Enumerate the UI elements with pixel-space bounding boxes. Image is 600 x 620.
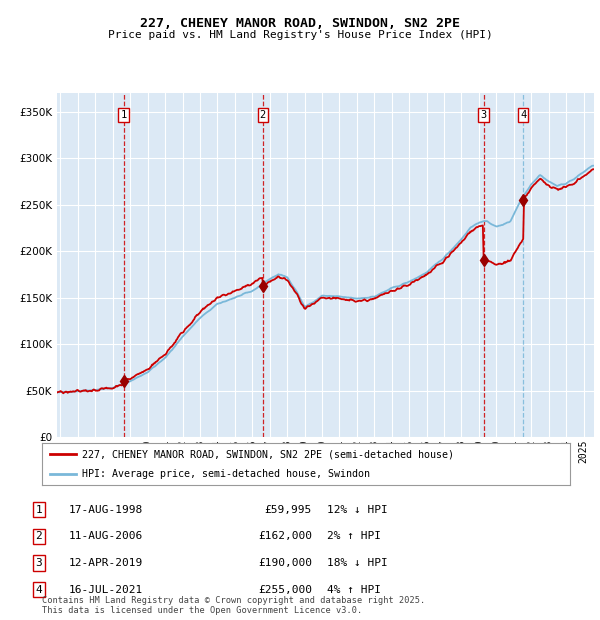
Text: 3: 3 — [35, 558, 43, 568]
Text: £255,000: £255,000 — [258, 585, 312, 595]
Text: 2: 2 — [35, 531, 43, 541]
Text: 2: 2 — [260, 110, 266, 120]
Text: 16-JUL-2021: 16-JUL-2021 — [69, 585, 143, 595]
Text: £59,995: £59,995 — [265, 505, 312, 515]
Text: 227, CHENEY MANOR ROAD, SWINDON, SN2 2PE: 227, CHENEY MANOR ROAD, SWINDON, SN2 2PE — [140, 17, 460, 30]
Text: Price paid vs. HM Land Registry's House Price Index (HPI): Price paid vs. HM Land Registry's House … — [107, 30, 493, 40]
Text: 18% ↓ HPI: 18% ↓ HPI — [327, 558, 388, 568]
Text: 4: 4 — [35, 585, 43, 595]
Text: £190,000: £190,000 — [258, 558, 312, 568]
Text: HPI: Average price, semi-detached house, Swindon: HPI: Average price, semi-detached house,… — [82, 469, 370, 479]
Text: 2% ↑ HPI: 2% ↑ HPI — [327, 531, 381, 541]
Text: 12% ↓ HPI: 12% ↓ HPI — [327, 505, 388, 515]
Text: 12-APR-2019: 12-APR-2019 — [69, 558, 143, 568]
Text: 4: 4 — [520, 110, 526, 120]
Text: 4% ↑ HPI: 4% ↑ HPI — [327, 585, 381, 595]
Text: Contains HM Land Registry data © Crown copyright and database right 2025.
This d: Contains HM Land Registry data © Crown c… — [42, 596, 425, 615]
Text: 3: 3 — [481, 110, 487, 120]
Text: 1: 1 — [35, 505, 43, 515]
Text: 17-AUG-1998: 17-AUG-1998 — [69, 505, 143, 515]
Text: £162,000: £162,000 — [258, 531, 312, 541]
Text: 11-AUG-2006: 11-AUG-2006 — [69, 531, 143, 541]
Text: 1: 1 — [121, 110, 127, 120]
Text: 227, CHENEY MANOR ROAD, SWINDON, SN2 2PE (semi-detached house): 227, CHENEY MANOR ROAD, SWINDON, SN2 2PE… — [82, 449, 454, 459]
